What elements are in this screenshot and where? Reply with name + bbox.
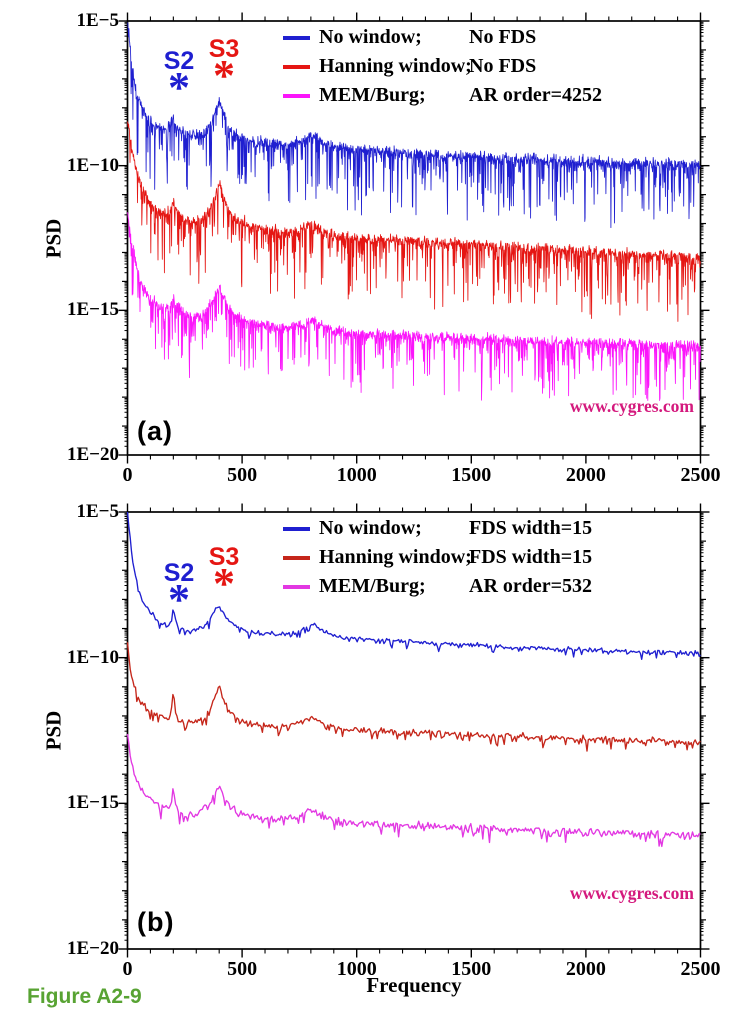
- legend-info: No FDS: [469, 55, 537, 77]
- chart-b: [118, 503, 710, 958]
- legend-label: Hanning window;: [319, 546, 472, 568]
- series-line-hanning-window: [127, 121, 701, 322]
- legend-info: AR order=4252: [469, 84, 603, 106]
- asterisk-marker: *: [168, 575, 190, 624]
- legend-label: Hanning window;: [319, 55, 472, 77]
- legend-swatch-blue-b: [283, 526, 310, 531]
- axis-ticks: [118, 12, 710, 464]
- legend-label: No window;: [319, 26, 422, 48]
- annotation-text: S3: [208, 35, 240, 63]
- x-tick-label: 1500: [451, 958, 492, 980]
- legend-swatch-magenta-a: [283, 93, 310, 98]
- annotation-s2-b: S2 *: [156, 559, 202, 624]
- watermark-a: www.cygres.com: [569, 396, 694, 416]
- legend-info: AR order=532: [469, 575, 593, 597]
- legend-label: MEM/Burg;: [319, 84, 426, 106]
- y-tick-label: 1E−5: [76, 501, 120, 522]
- x-tick-label: 2000: [565, 958, 606, 980]
- annotation-text: S3: [208, 543, 240, 571]
- legend-info: No FDS: [469, 26, 537, 48]
- figure-caption: Figure A2-9: [27, 985, 142, 1008]
- x-tick-label: 1000: [336, 958, 377, 980]
- annotation-text: S2: [163, 559, 195, 587]
- x-tick-label: 1500: [451, 464, 492, 486]
- series-line-no-window: [127, 22, 701, 229]
- x-tick-label: 2500: [680, 464, 721, 486]
- x-tick-label: 2500: [680, 958, 721, 980]
- watermark-b: www.cygres.com: [569, 883, 694, 903]
- axis-ticks: [118, 503, 710, 958]
- asterisk-marker: *: [168, 63, 190, 112]
- annotation-text: S2: [163, 47, 195, 75]
- legend-swatch-red-b: [283, 555, 310, 560]
- legend-item-mem-burg-b: MEM/Burg; AR order=532: [283, 572, 592, 601]
- legend-item-hanning-a: Hanning window; No FDS: [283, 52, 602, 81]
- legend-item-mem-burg-a: MEM/Burg; AR order=4252: [283, 81, 602, 110]
- y-tick-label: 1E−15: [67, 792, 119, 814]
- y-tick-label: 1E−10: [67, 646, 119, 668]
- annotation-s2-a: S2 *: [156, 47, 202, 112]
- plot-frame: [126, 20, 702, 456]
- y-tick-label: 1E−15: [67, 299, 119, 321]
- x-tick-label: 2000: [565, 464, 606, 486]
- asterisk-marker: *: [213, 51, 235, 100]
- series-line-mem-burg: [127, 212, 701, 401]
- legend-info: FDS width=15: [469, 517, 593, 539]
- y-axis-title-a: PSD: [41, 218, 66, 259]
- annotation-s3-b: S3 *: [201, 543, 247, 608]
- x-tick-label: 0: [122, 958, 133, 980]
- series-line-mem-burg: [126, 733, 701, 848]
- y-tick-label: 1E−10: [67, 154, 119, 176]
- legend-item-no-window-b: No window; FDS width=15: [283, 514, 592, 543]
- panel-label-b: (b): [137, 907, 175, 937]
- y-tick-label: 1E−20: [67, 444, 119, 465]
- series-line-hanning-window: [126, 642, 701, 752]
- x-tick-label: 500: [227, 958, 258, 980]
- x-axis-title-b: Frequency: [366, 973, 462, 997]
- legend-swatch-red-a: [283, 64, 310, 69]
- legend-swatch-magenta-b: [283, 584, 310, 589]
- x-tick-label: 0: [122, 464, 133, 486]
- legend-label: MEM/Burg;: [319, 575, 426, 597]
- legend-info: FDS width=15: [469, 546, 593, 568]
- chart-a: [118, 12, 710, 464]
- legend-swatch-blue-a: [283, 35, 310, 40]
- legend-a: No window; No FDS Hanning window; No FDS…: [283, 23, 602, 110]
- panel-label-a: (a): [137, 416, 173, 446]
- legend-b: No window; FDS width=15 Hanning window; …: [283, 514, 592, 601]
- legend-item-hanning-b: Hanning window; FDS width=15: [283, 543, 592, 572]
- plot-frame: [126, 511, 702, 950]
- y-tick-label: 1E−20: [67, 938, 119, 959]
- asterisk-marker: *: [213, 559, 235, 608]
- x-tick-label: 1000: [336, 464, 377, 486]
- y-axis-title-b: PSD: [41, 710, 66, 751]
- y-tick-label: 1E−5: [76, 10, 120, 31]
- annotation-s3-a: S3 *: [201, 35, 247, 100]
- series-line-no-window: [126, 511, 701, 660]
- x-tick-label: 500: [227, 464, 258, 486]
- legend-label: No window;: [319, 517, 422, 539]
- legend-item-no-window-a: No window; No FDS: [283, 23, 602, 52]
